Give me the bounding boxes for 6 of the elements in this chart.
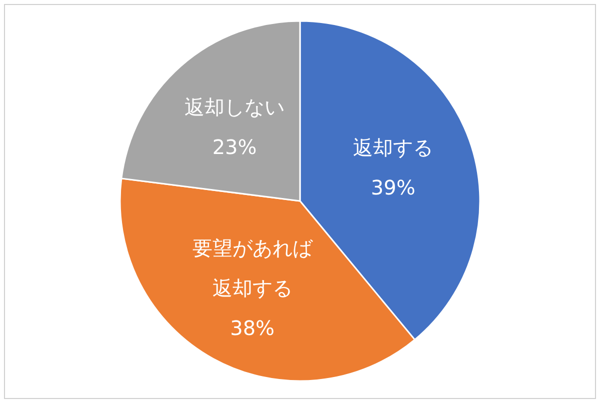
slice-label: 返却する [353, 135, 434, 160]
data-label: 39% [370, 175, 416, 200]
slice-label: 返却しない [184, 94, 285, 119]
data-label: 23% [212, 134, 257, 159]
data-label: 38% [230, 316, 275, 340]
slice-label: 要望があれば返却する [192, 236, 314, 300]
